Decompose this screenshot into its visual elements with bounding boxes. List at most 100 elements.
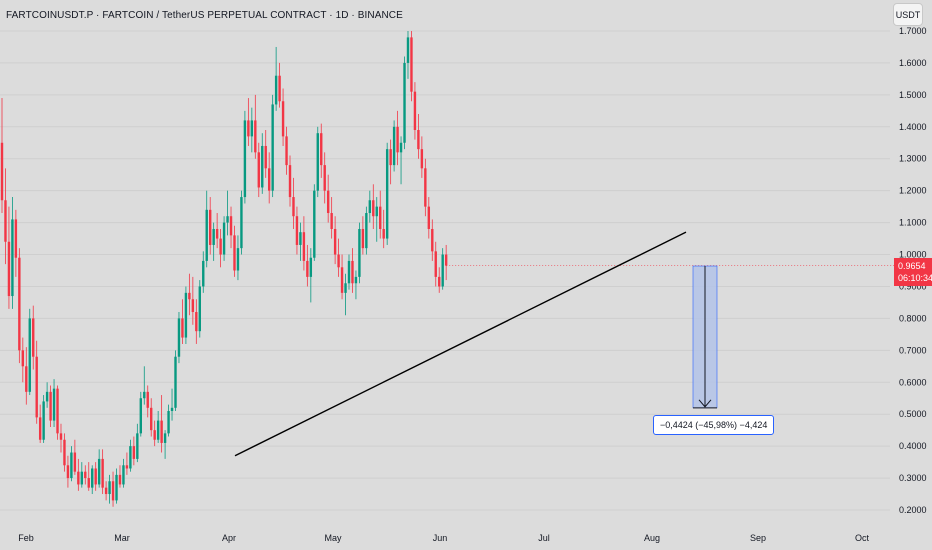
candle-body <box>212 228 215 245</box>
candle <box>420 136 424 178</box>
candle <box>163 430 167 459</box>
price-tick-label: 1.1000 <box>899 218 927 228</box>
candle-body <box>444 254 448 266</box>
candle <box>257 142 260 198</box>
candle-body <box>70 452 73 479</box>
candle <box>108 474 111 504</box>
candle-body <box>18 257 21 351</box>
candle <box>368 190 372 223</box>
candle-body <box>42 401 45 440</box>
candle <box>320 123 323 178</box>
candle <box>264 129 267 178</box>
candle <box>271 94 274 198</box>
candle <box>52 379 56 427</box>
bar-countdown: 06:10:34 <box>898 273 932 283</box>
candle <box>330 197 333 239</box>
candle-body <box>80 471 84 485</box>
candle <box>392 120 396 172</box>
candles <box>0 31 894 507</box>
candle-body <box>434 251 437 277</box>
candle-body <box>73 452 77 472</box>
candle <box>122 458 125 488</box>
price-tick-label: 1.4000 <box>899 122 927 132</box>
candle-body <box>247 120 250 137</box>
price-tick-label: 0.6000 <box>899 377 927 387</box>
candle-body <box>177 318 181 357</box>
candle-body <box>340 267 344 293</box>
candle <box>226 190 229 236</box>
candle <box>233 225 236 277</box>
candle <box>63 433 66 472</box>
candle-body <box>316 133 319 191</box>
candle <box>240 190 243 255</box>
candle-body <box>243 120 247 198</box>
candle-body <box>191 299 195 313</box>
candle <box>427 197 431 239</box>
candle <box>0 98 4 214</box>
candle <box>375 197 378 242</box>
grid <box>0 30 890 511</box>
candle-body <box>156 420 160 440</box>
time-tick-label: Mar <box>114 533 130 543</box>
candle-body <box>323 165 326 191</box>
candle-body <box>267 168 271 191</box>
candle-body <box>91 468 94 488</box>
price-axis: 0.2000 0.3000 0.4000 0.5000 0.6000 0.7000 0.80… <box>899 26 927 515</box>
price-tick-label: 1.6000 <box>899 58 927 68</box>
candle <box>129 439 132 472</box>
candle <box>444 244 448 281</box>
candle-body <box>379 206 382 229</box>
candle <box>11 197 14 309</box>
candle-body <box>292 197 295 217</box>
candle-body <box>150 407 153 431</box>
candle-body <box>226 216 229 223</box>
candle <box>254 94 257 159</box>
candle-body <box>115 474 118 501</box>
candle <box>80 462 84 488</box>
candle <box>354 270 358 300</box>
candle-body <box>87 478 90 488</box>
candle-body <box>94 468 97 485</box>
candle <box>111 471 115 507</box>
candle-body <box>413 91 417 130</box>
candle-body <box>35 356 38 418</box>
candle-body <box>7 241 11 297</box>
candle <box>143 366 146 405</box>
candle-body <box>333 228 337 255</box>
price-tick-label: 0.8000 <box>899 313 927 323</box>
measure-label[interactable]: −0,4424 (−45,98%) −4,424 <box>653 415 775 435</box>
candle-body <box>104 487 108 495</box>
candle-body <box>233 235 236 271</box>
candle <box>410 31 413 102</box>
candle-body <box>170 407 174 412</box>
candle <box>434 241 437 287</box>
candle-body <box>219 238 222 255</box>
candle <box>21 337 25 383</box>
candle-body <box>347 260 351 284</box>
price-tick-label: 0.9000 <box>899 281 927 291</box>
candle <box>288 155 292 207</box>
candle-body <box>146 391 149 408</box>
currency-button[interactable]: USDT <box>893 3 923 26</box>
candle <box>281 88 285 146</box>
candle <box>438 267 441 293</box>
candle-body <box>274 75 278 105</box>
candle <box>56 385 59 440</box>
candle-body <box>389 149 392 166</box>
candle-body <box>160 420 163 443</box>
candle <box>403 56 406 150</box>
candle-body <box>309 257 313 277</box>
drawings[interactable] <box>234 231 718 457</box>
candle <box>344 273 347 316</box>
price-tick-label: 0.2000 <box>899 505 927 515</box>
time-tick-label: Aug <box>644 533 660 543</box>
candle <box>18 248 21 364</box>
candle <box>136 423 139 463</box>
candle-body <box>38 417 42 440</box>
candle-body <box>108 481 111 495</box>
candle-body <box>382 228 385 239</box>
candle <box>382 209 385 249</box>
candle-body <box>77 471 80 485</box>
